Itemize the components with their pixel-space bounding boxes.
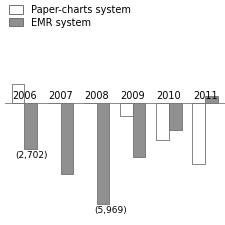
Bar (12, 84, 24, 103)
Text: 2011: 2011 (193, 91, 217, 101)
Bar (120, 103, 133, 116)
Bar (97, 103, 109, 204)
Text: 2009: 2009 (121, 91, 145, 101)
Text: 2007: 2007 (48, 91, 73, 101)
Bar (156, 103, 169, 140)
Text: (5,969): (5,969) (94, 206, 127, 215)
Text: 2010: 2010 (157, 91, 181, 101)
Legend: Paper-charts system, EMR system: Paper-charts system, EMR system (9, 5, 131, 28)
Bar (169, 103, 182, 130)
Bar (24, 103, 37, 148)
Text: (2,702): (2,702) (16, 151, 48, 160)
Bar (133, 103, 146, 157)
Bar (205, 96, 218, 103)
Text: 2006: 2006 (12, 91, 37, 101)
Text: 2008: 2008 (84, 91, 109, 101)
Bar (192, 103, 205, 164)
Bar (61, 103, 73, 174)
